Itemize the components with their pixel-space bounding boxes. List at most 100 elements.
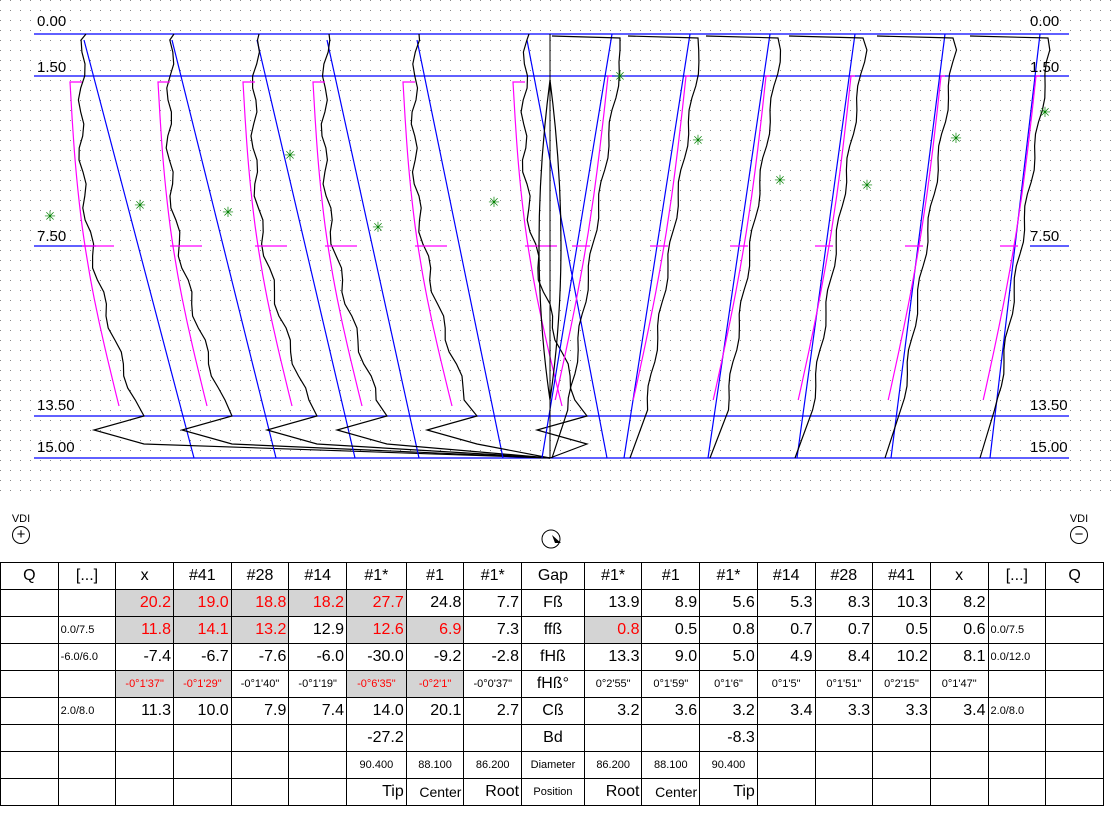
table-cell xyxy=(756,751,816,779)
fit-curve-left xyxy=(242,81,293,407)
table-cell: 10.3 xyxy=(872,589,931,617)
marker-icon: ✳ xyxy=(372,220,384,236)
table-cell xyxy=(814,778,874,806)
fit-curve-right xyxy=(712,75,770,401)
table-cell: 3.2 xyxy=(583,697,643,725)
fit-curve-right xyxy=(797,75,855,401)
rotate-icon xyxy=(541,529,561,549)
marker-icon: ✳ xyxy=(774,173,786,189)
table-cell xyxy=(814,751,874,779)
profile-curve-right xyxy=(876,35,958,459)
table-cell: 0°1'6" xyxy=(699,670,758,698)
marker-icon: ✳ xyxy=(614,69,626,85)
column-header: #1 xyxy=(405,562,465,590)
table-cell xyxy=(1045,616,1104,644)
table-cell: 3.3 xyxy=(814,697,874,725)
tangent-line-left xyxy=(416,39,504,459)
table-cell: 6.9 xyxy=(405,616,465,644)
table-cell: -30.0 xyxy=(346,643,407,671)
axis-label-left-1: 1.50 xyxy=(37,59,67,76)
table-cell: 0°2'55" xyxy=(583,670,643,698)
table-cell: 11.8 xyxy=(115,616,175,644)
table-cell: ffß xyxy=(521,616,585,644)
profile-curve-right xyxy=(969,35,1051,459)
table-body: 20.2 19.0 18.8 18.2 27.7 24.8 7.7 Fß 13.9 8.9 5.6 5… xyxy=(0,589,1104,806)
table-row: Tip Center Root Position Root Center Tip xyxy=(0,778,1104,806)
table-cell: Root xyxy=(583,778,643,806)
column-header: x xyxy=(929,562,989,590)
table-cell: 0.6 xyxy=(929,616,989,644)
vdi-zoom-in-button[interactable]: VDI + xyxy=(9,514,33,544)
table-cell: 13.2 xyxy=(230,616,290,644)
vdi-zoom-out-button[interactable]: VDI − xyxy=(1067,514,1091,544)
profile-plot: ✳ ✳ ✳ ✳ ✳ ✳ ✳ ✳ ✳ ✳ ✳ ✳ 0.00 1.50 7.50 13.50 15.00 … xyxy=(0,0,1115,551)
table-cell xyxy=(0,751,59,779)
table-cell: 13.3 xyxy=(583,643,643,671)
table-cell xyxy=(0,697,59,725)
axis-label-left-3: 13.50 xyxy=(37,397,75,414)
table-cell xyxy=(115,778,175,806)
table-cell xyxy=(57,589,117,617)
table-cell: 3.4 xyxy=(756,697,816,725)
column-header: #1* xyxy=(463,562,523,590)
table-cell: 0°2'15" xyxy=(872,670,931,698)
table-cell: 7.4 xyxy=(288,697,348,725)
table-cell: 7.3 xyxy=(463,616,523,644)
table-cell: 27.7 xyxy=(346,589,407,617)
marker-icon: ✳ xyxy=(488,195,500,211)
column-header: #14 xyxy=(756,562,816,590)
table-cell: 0.0/7.5 xyxy=(987,616,1047,644)
table-cell xyxy=(929,724,989,752)
table-cell: 11.3 xyxy=(115,697,175,725)
table-cell: 20.2 xyxy=(115,589,175,617)
table-cell xyxy=(0,643,59,671)
table-cell: 0.8 xyxy=(699,616,758,644)
profile-curve-right xyxy=(705,35,782,459)
table-cell xyxy=(756,724,816,752)
table-cell: 13.9 xyxy=(583,589,643,617)
table-cell: 90.400 xyxy=(346,751,407,779)
table-cell: 3.3 xyxy=(872,697,931,725)
tangent-line-left xyxy=(326,39,420,459)
table-cell: 12.9 xyxy=(288,616,348,644)
table-cell xyxy=(1045,697,1104,725)
table-cell: 8.9 xyxy=(641,589,701,617)
profile-curve-left xyxy=(250,33,551,459)
fit-curve-left xyxy=(69,81,120,407)
table-cell: 5.3 xyxy=(756,589,816,617)
profile-curve-left xyxy=(77,33,551,459)
table-cell: Bd xyxy=(521,724,585,752)
table-cell xyxy=(57,778,117,806)
tangent-line-left xyxy=(526,39,608,459)
table-cell: -9.2 xyxy=(405,643,465,671)
table-cell: 19.0 xyxy=(173,589,232,617)
table-cell: 9.0 xyxy=(641,643,701,671)
tangent-line-left xyxy=(83,39,195,459)
table-row: 2.0/8.0 11.3 10.0 7.9 7.4 14.0 20.1 2.7 Cß 3.2 3.6… xyxy=(0,697,1104,725)
table-cell: 3.2 xyxy=(699,697,758,725)
column-header: #1 xyxy=(641,562,701,590)
table-cell: 18.2 xyxy=(288,589,348,617)
table-cell: 0°1'5" xyxy=(756,670,816,698)
tangent-line-left xyxy=(256,39,356,459)
table-cell: 88.100 xyxy=(641,751,701,779)
marker-icon: ✳ xyxy=(284,148,296,164)
table-cell: 5.6 xyxy=(699,589,758,617)
profile-curve-left xyxy=(320,33,551,459)
column-header: Q xyxy=(1045,562,1104,590)
tangent-line-left xyxy=(171,39,277,459)
table-cell xyxy=(756,778,816,806)
table-cell xyxy=(288,778,348,806)
table-cell xyxy=(929,751,989,779)
table-cell xyxy=(173,778,232,806)
rotate-view-button[interactable] xyxy=(539,527,565,551)
table-cell: 0.0/7.5 xyxy=(57,616,117,644)
column-header: [...] xyxy=(57,562,117,590)
table-cell: 0°1'59" xyxy=(641,670,701,698)
table-cell xyxy=(0,670,59,698)
table-cell: -2.8 xyxy=(463,643,523,671)
table-cell xyxy=(230,724,290,752)
table-cell xyxy=(115,724,175,752)
fit-curve-right xyxy=(887,75,945,401)
marker-icon: ✳ xyxy=(1039,105,1051,121)
